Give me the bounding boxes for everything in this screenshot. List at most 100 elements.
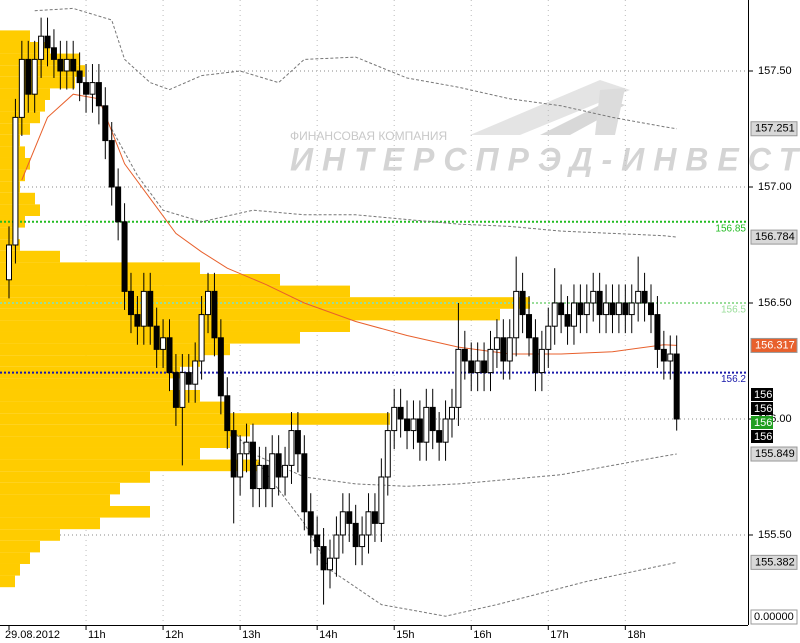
candle-body xyxy=(545,325,552,350)
candle-body xyxy=(70,58,77,72)
candle-body xyxy=(474,360,481,374)
x-tick-label: 16h xyxy=(473,629,491,641)
candle-body xyxy=(487,348,494,374)
candle-body xyxy=(635,290,642,304)
candle-body xyxy=(538,348,545,374)
volume-profile-bar xyxy=(0,250,60,263)
candle-body xyxy=(217,337,224,397)
x-tick-label: 13h xyxy=(242,629,260,641)
candle-body xyxy=(63,58,70,72)
price-box xyxy=(750,446,798,462)
candle-body xyxy=(391,406,398,432)
candle-body xyxy=(339,511,346,536)
volume-profile-bar xyxy=(0,436,230,448)
volume-profile-bar xyxy=(0,355,200,367)
candle-body xyxy=(526,314,533,339)
candle-body xyxy=(667,353,674,362)
candle-body xyxy=(211,290,218,339)
candle-body xyxy=(359,534,366,548)
y-tick-label: 157.00 xyxy=(758,181,792,193)
watermark: ФИНАНСОВАЯ КОМПАНИЯ ИНТЕРСПРЭД-ИНВЕСТ xyxy=(290,80,800,177)
volume-profile-bar xyxy=(0,308,500,321)
candle-body xyxy=(301,453,308,513)
candle-body xyxy=(6,244,12,281)
candle-body xyxy=(89,82,96,95)
last-price-label: 156 xyxy=(754,417,772,429)
x-tick-label: 17h xyxy=(550,629,568,641)
candle-body xyxy=(416,418,423,443)
indicator-label: 0.00000 xyxy=(754,611,794,623)
volume-profile-bar xyxy=(0,88,50,100)
candle-body xyxy=(262,464,269,490)
candle-body xyxy=(102,105,109,142)
y-tick-label: 157.50 xyxy=(758,65,792,77)
last-price-label: 156 xyxy=(754,389,772,401)
candle-body xyxy=(198,314,205,362)
x-tick-label: 14h xyxy=(319,629,337,641)
candle-body xyxy=(648,302,654,316)
candle-body xyxy=(622,302,629,316)
volume-profile-bar xyxy=(0,505,150,518)
candle-body xyxy=(288,430,295,466)
watermark-company: ФИНАНСОВАЯ КОМПАНИЯ xyxy=(290,129,447,143)
candle-body xyxy=(378,476,385,524)
band-line xyxy=(111,128,677,238)
volume-profile-bar xyxy=(0,413,390,425)
candle-body xyxy=(327,557,333,571)
volume-profile-bar xyxy=(0,563,20,576)
last-price-box xyxy=(751,388,773,401)
candle-body xyxy=(519,290,526,316)
last-price-box xyxy=(751,402,773,415)
last-price-box xyxy=(751,416,773,429)
candle-body xyxy=(57,58,64,72)
price-box-label: 155.382 xyxy=(755,556,795,568)
candle-body xyxy=(320,546,327,571)
candle-body xyxy=(115,186,122,223)
candle-body xyxy=(609,302,616,316)
volume-profile-bar xyxy=(0,517,100,530)
price-box xyxy=(750,121,798,137)
volume-profile-bar xyxy=(0,30,30,42)
last-price-label: 156 xyxy=(754,431,772,443)
watermark-name: ИНТЕРСПРЭД-ИНВЕСТ xyxy=(290,141,800,177)
volume-profile-bar xyxy=(0,471,150,483)
volume-profile-bar xyxy=(0,494,110,506)
volume-profile-bar xyxy=(0,343,230,356)
volume-profile-bar xyxy=(0,134,20,147)
volume-profile-bar xyxy=(0,575,15,588)
candle-body xyxy=(384,430,391,478)
volume-profile-bar xyxy=(0,320,350,332)
candle-body xyxy=(423,406,430,443)
volume-profile-bar xyxy=(0,227,15,240)
x-tick-label: 11h xyxy=(88,629,106,641)
y-tick-label: 156.50 xyxy=(758,297,792,309)
candle-body xyxy=(397,406,404,420)
price-box xyxy=(750,229,798,245)
candle-body xyxy=(615,302,622,316)
band-line xyxy=(252,453,677,487)
candle-body xyxy=(275,453,282,478)
price-box xyxy=(750,337,798,353)
candle-body xyxy=(365,511,372,536)
candle-body xyxy=(127,290,134,316)
candle-body xyxy=(18,58,25,118)
candle-body xyxy=(147,290,154,327)
candle-body xyxy=(673,353,680,420)
candle-body xyxy=(121,221,128,292)
volume-profile-bar xyxy=(0,181,20,193)
candle-body xyxy=(513,290,520,339)
candle-body xyxy=(44,35,51,49)
candle-body xyxy=(256,464,263,490)
candle-body xyxy=(577,302,584,316)
logo-shape xyxy=(595,88,625,135)
last-price-label: 156 xyxy=(754,403,772,415)
candle-body xyxy=(371,511,378,524)
candle-body xyxy=(333,534,340,559)
volume-profile-bar xyxy=(0,447,200,460)
x-tick-label: 18h xyxy=(627,629,645,641)
indicator-box xyxy=(750,609,798,625)
volume-profile-bar xyxy=(0,389,200,402)
candle-body xyxy=(95,82,102,107)
volume-profile-bar xyxy=(0,285,350,298)
